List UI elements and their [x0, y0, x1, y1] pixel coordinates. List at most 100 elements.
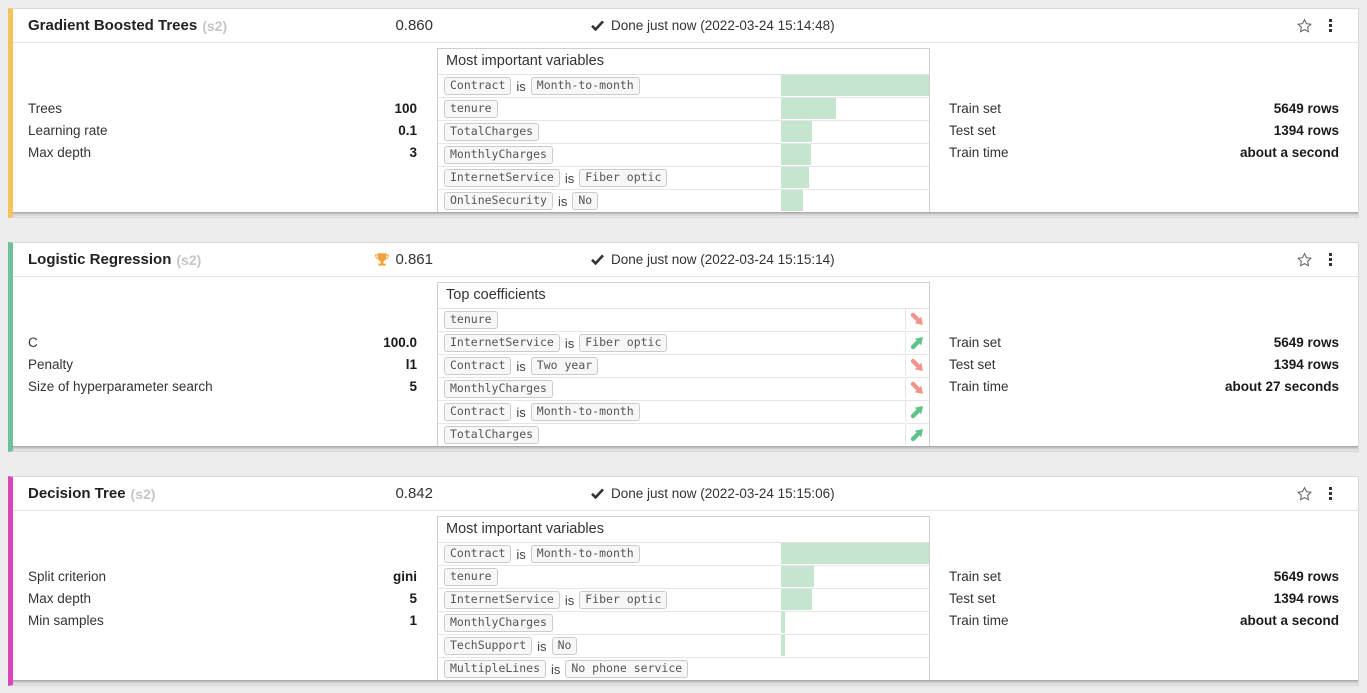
more-options-button[interactable]: [1329, 487, 1332, 500]
coefficient-arrow-icon: [910, 406, 923, 419]
feature-chip: InternetService: [444, 591, 560, 609]
model-title: Logistic Regression: [28, 251, 172, 268]
coefficient-row: tenure: [438, 309, 929, 332]
connector-text: is: [551, 661, 561, 677]
info-row: Train set 5649 rows: [949, 568, 1339, 584]
coefficient-direction-cell: [905, 355, 929, 376]
variable-row: OnlineSecurity is No: [438, 190, 929, 213]
coefficient-arrow-icon: [910, 429, 923, 442]
coefficient-row: Contract is Month-to-month: [438, 401, 929, 424]
info-row: Train set 5649 rows: [949, 100, 1339, 116]
importance-bar-track: [781, 167, 929, 188]
feature-chip: Contract: [444, 403, 512, 421]
connector-text: is: [516, 404, 526, 420]
model-title: Gradient Boosted Trees: [28, 17, 198, 34]
connector-text: is: [564, 335, 575, 351]
importance-bar: [781, 98, 836, 119]
coefficient-direction-cell: [905, 332, 929, 353]
model-card-body: C 100.0 Penalty l1 Size of hyperparameter …: [13, 277, 1358, 452]
importance-bar-track: [781, 658, 929, 679]
favorite-star-button[interactable]: [1296, 17, 1313, 34]
importance-bar-track: [781, 566, 929, 587]
variable-row: tenure: [438, 566, 929, 589]
model-card-header: Decision Tree (s2) 0.842 Done just now (…: [13, 477, 1358, 511]
more-options-button[interactable]: [1329, 253, 1332, 266]
feature-chip: MonthlyCharges: [444, 614, 553, 632]
value-chip: No: [572, 192, 599, 210]
star-icon: [1297, 17, 1312, 33]
info-row: Test set 1394 rows: [949, 356, 1339, 372]
hyperparameters-panel: C 100.0 Penalty l1 Size of hyperparameter …: [13, 277, 437, 452]
variable-row: TechSupport is No: [438, 635, 929, 658]
feature-chip: Contract: [444, 357, 512, 375]
done-check-icon: [591, 488, 604, 499]
model-card-gradient-boosted-trees[interactable]: Gradient Boosted Trees (s2) 0.860 Done j…: [8, 8, 1359, 218]
done-check-icon: [591, 20, 604, 31]
connector-text: is: [557, 193, 568, 209]
train-info-panel: Train set 5649 rows Test set 1394 rows Tra…: [930, 277, 1358, 452]
coefficient-direction-cell: [905, 309, 929, 330]
importance-bar-track: [781, 190, 929, 211]
param-row: Penalty l1: [28, 356, 417, 372]
hyperparameters-panel: Split criterion gini Max depth 5 Min sampl…: [13, 511, 437, 686]
horizontal-scrollbar[interactable]: [13, 212, 1358, 217]
horizontal-scrollbar[interactable]: [13, 680, 1358, 685]
coefficient-row: MonthlyCharges: [438, 378, 929, 401]
train-info-panel: Train set 5649 rows Test set 1394 rows Tra…: [930, 511, 1358, 686]
model-card-header: Gradient Boosted Trees (s2) 0.860 Done j…: [13, 9, 1358, 43]
importance-bar: [781, 543, 929, 564]
connector-text: is: [564, 170, 575, 186]
variable-row: TotalCharges: [438, 121, 929, 144]
info-row: Train time about 27 seconds: [949, 378, 1339, 394]
feature-chip: tenure: [444, 568, 498, 586]
importance-bar-track: [781, 612, 929, 633]
feature-chip: Contract: [444, 77, 512, 95]
model-card-logistic-regression[interactable]: Logistic Regression (s2) 0.861 Done just…: [8, 242, 1359, 452]
status-text: Done just now (2022-03-24 15:14:48): [611, 18, 835, 33]
value-chip: Fiber optic: [579, 169, 668, 187]
feature-chip: tenure: [444, 100, 498, 118]
horizontal-scrollbar[interactable]: [13, 446, 1358, 451]
feature-chip: MultipleLines: [444, 660, 547, 678]
param-row: Size of hyperparameter search 5: [28, 378, 417, 394]
importance-bar-track: [781, 635, 929, 656]
connector-text: is: [516, 358, 526, 374]
status-text: Done just now (2022-03-24 15:15:14): [611, 252, 835, 267]
coefficient-direction-cell: [905, 424, 929, 445]
more-options-button[interactable]: [1329, 19, 1332, 32]
importance-bar-track: [781, 121, 929, 142]
favorite-star-button[interactable]: [1296, 251, 1313, 268]
importance-bar: [781, 635, 785, 656]
value-chip: Month-to-month: [530, 77, 640, 95]
coefficient-row: TotalCharges: [438, 424, 929, 447]
coefficient-direction-cell: [905, 378, 929, 399]
importance-bar: [781, 144, 812, 165]
status-block: Done just now (2022-03-24 15:15:14): [591, 252, 835, 267]
value-chip: No: [551, 637, 578, 655]
panel-title: Top coefficients: [438, 283, 929, 309]
model-card-header: Logistic Regression (s2) 0.861 Done just…: [13, 243, 1358, 277]
importance-bar-track: [781, 75, 929, 96]
importance-bar-track: [781, 98, 929, 119]
variable-row: tenure: [438, 98, 929, 121]
importance-bar: [781, 75, 929, 96]
importance-bar: [781, 190, 804, 211]
variable-row: MonthlyCharges: [438, 144, 929, 167]
param-row: C 100.0: [28, 334, 417, 350]
value-chip: Two year: [530, 357, 599, 375]
variable-row: InternetService is Fiber optic: [438, 589, 929, 612]
feature-chip: OnlineSecurity: [444, 192, 553, 210]
feature-chip: MonthlyCharges: [444, 380, 553, 398]
favorite-star-button[interactable]: [1296, 485, 1313, 502]
value-chip: Fiber optic: [579, 591, 668, 609]
feature-chip: InternetService: [444, 169, 560, 187]
model-card-decision-tree[interactable]: Decision Tree (s2) 0.842 Done just now (…: [8, 476, 1359, 686]
param-row: Max depth 3: [28, 144, 417, 160]
coefficient-row: InternetService is Fiber optic: [438, 332, 929, 355]
score-block: 0.861: [263, 251, 433, 268]
variable-row: Contract is Month-to-month: [438, 543, 929, 566]
info-row: Train set 5649 rows: [949, 334, 1339, 350]
model-score: 0.860: [395, 17, 433, 34]
param-row: Max depth 5: [28, 590, 417, 606]
info-row: Test set 1394 rows: [949, 590, 1339, 606]
